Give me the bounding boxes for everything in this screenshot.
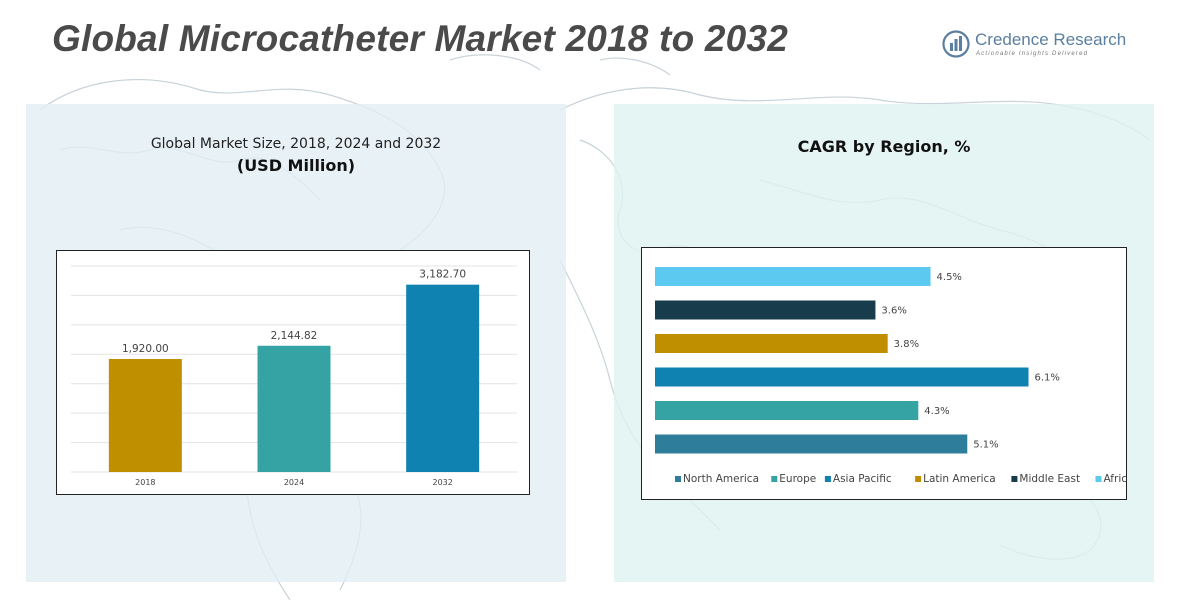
cagr-chart: 4.5% 3.6% 3.8% 6.1% 4.3% 5.1% North America Eur…: [641, 247, 1133, 500]
bar-value-label: 3.8%: [894, 339, 919, 350]
legend-label: Middle East: [1019, 473, 1080, 485]
logo-name: Credence Research: [975, 30, 1127, 49]
bar-value-label: 1,920.00: [122, 343, 169, 355]
x-tick-label: 2018: [135, 478, 155, 487]
bar-value-label: 4.3%: [924, 406, 949, 417]
bar-europe: [655, 401, 919, 420]
legend-swatch: [675, 476, 681, 482]
page-title: Global Microcatheter Market 2018 to 2032: [52, 18, 788, 59]
market-size-title: Global Market Size, 2018, 2024 and 2032: [150, 136, 442, 152]
x-tick-label: 2032: [432, 478, 452, 487]
legend-label: Asia Pacific: [833, 473, 892, 485]
bar-latin-america: [655, 334, 888, 353]
legend-label: Africa: [1104, 473, 1127, 485]
market-size-chart: 1,920.00 2018 2,144.82 2024 3,182.70 2032: [56, 250, 530, 495]
credence-research-logo: Credence Research Actionable Insights De…: [942, 28, 1132, 62]
legend-label: North America: [683, 473, 759, 485]
legend-label: Europe: [779, 473, 816, 485]
market-size-bar-chart: 1,920.00 2018 2,144.82 2024 3,182.70 2032: [71, 265, 517, 487]
logo-tagline: Actionable Insights Delivered: [976, 51, 1089, 57]
bar-value-label: 4.5%: [937, 272, 962, 283]
legend-swatch: [824, 476, 831, 482]
legend-swatch: [915, 476, 922, 482]
legend-swatch: [1011, 476, 1018, 482]
market-size-subtitle: (USD Million): [236, 156, 356, 175]
bar-north-america: [655, 434, 968, 454]
bar-value-label: 3,182.70: [419, 269, 466, 281]
x-tick-label: 2024: [284, 478, 304, 487]
bar-asia-pacific: [655, 367, 1029, 387]
bar-africa: [655, 267, 931, 286]
bar-2024: [257, 345, 331, 472]
legend-label: Latin America: [923, 473, 996, 485]
legend-swatch: [1095, 476, 1102, 482]
logo-bars-icon: [942, 30, 970, 58]
bar-value-label: 6.1%: [1035, 373, 1060, 384]
bar-2018: [108, 358, 182, 472]
legend: North America Europe Asia Pacific Latin Ame…: [675, 473, 1133, 485]
bar-2032: [406, 284, 480, 472]
bar-value-label: 5.1%: [973, 440, 998, 451]
bar-middle-east: [655, 300, 876, 320]
cagr-title: CAGR by Region, %: [797, 137, 971, 156]
cagr-bar-chart: 4.5% 3.6% 3.8% 6.1% 4.3% 5.1% North America Eur…: [655, 267, 1133, 485]
legend-swatch: [771, 476, 778, 482]
bar-value-label: 3.6%: [881, 306, 906, 317]
bar-value-label: 2,144.82: [271, 330, 318, 342]
